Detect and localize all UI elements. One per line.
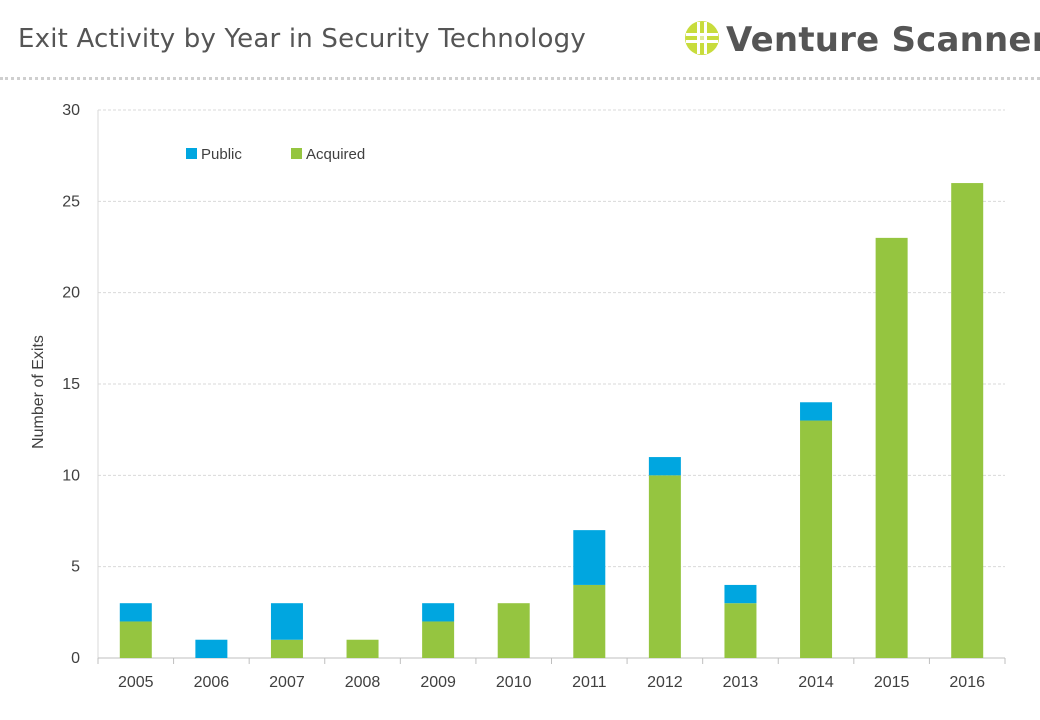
bar-acquired [422,621,455,658]
x-tick-label: 2012 [647,674,683,691]
bar-public [119,603,152,622]
x-tick-label: 2013 [723,674,759,691]
x-tick-label: 2008 [345,674,381,691]
bar-public [648,457,681,476]
x-tick-label: 2007 [269,674,305,691]
bar-acquired [648,475,681,658]
bar-public [724,584,757,604]
bar-public [270,603,303,640]
y-tick-label: 10 [62,467,80,484]
header-divider [0,77,1040,80]
y-tick-label: 25 [62,193,80,210]
x-tick-label: 2015 [874,674,910,691]
header: Exit Activity by Year in Security Techno… [0,0,1040,80]
bar-acquired [270,639,303,658]
x-tick-label: 2006 [194,674,230,691]
brand-name: Venture Scanner [726,20,1040,60]
x-tick-label: 2011 [572,674,607,691]
bar-acquired [800,420,833,658]
bar-public [422,603,455,622]
bar-acquired [346,639,379,658]
legend-swatch-acquired [291,148,302,159]
x-tick-label: 2009 [420,674,456,691]
page-title: Exit Activity by Year in Security Techno… [18,24,586,54]
y-tick-label: 20 [62,285,80,302]
bar-public [195,639,228,658]
bar-public [800,402,833,421]
x-tick-label: 2005 [118,674,154,691]
x-tick-label: 2016 [949,674,985,691]
y-tick-label: 0 [71,650,80,667]
bar-acquired [497,603,530,658]
bar-acquired [875,237,908,658]
bar-public [573,530,606,585]
legend-label-public: Public [201,146,242,163]
brand-logo: Venture Scanner [682,18,1040,62]
legend-label-acquired: Acquired [306,146,365,163]
bar-acquired [951,183,984,659]
y-axis-title: Number of Exits [30,335,47,449]
x-tick-label: 2014 [798,674,834,691]
bar-acquired [724,603,757,658]
legend-swatch-public [186,148,197,159]
y-tick-label: 30 [62,102,80,119]
bar-acquired [573,584,606,658]
bar-acquired [119,621,152,658]
y-tick-label: 15 [62,376,80,393]
x-tick-label: 2010 [496,674,532,691]
y-tick-label: 5 [71,559,80,576]
venture-scanner-logo-icon [685,21,719,55]
